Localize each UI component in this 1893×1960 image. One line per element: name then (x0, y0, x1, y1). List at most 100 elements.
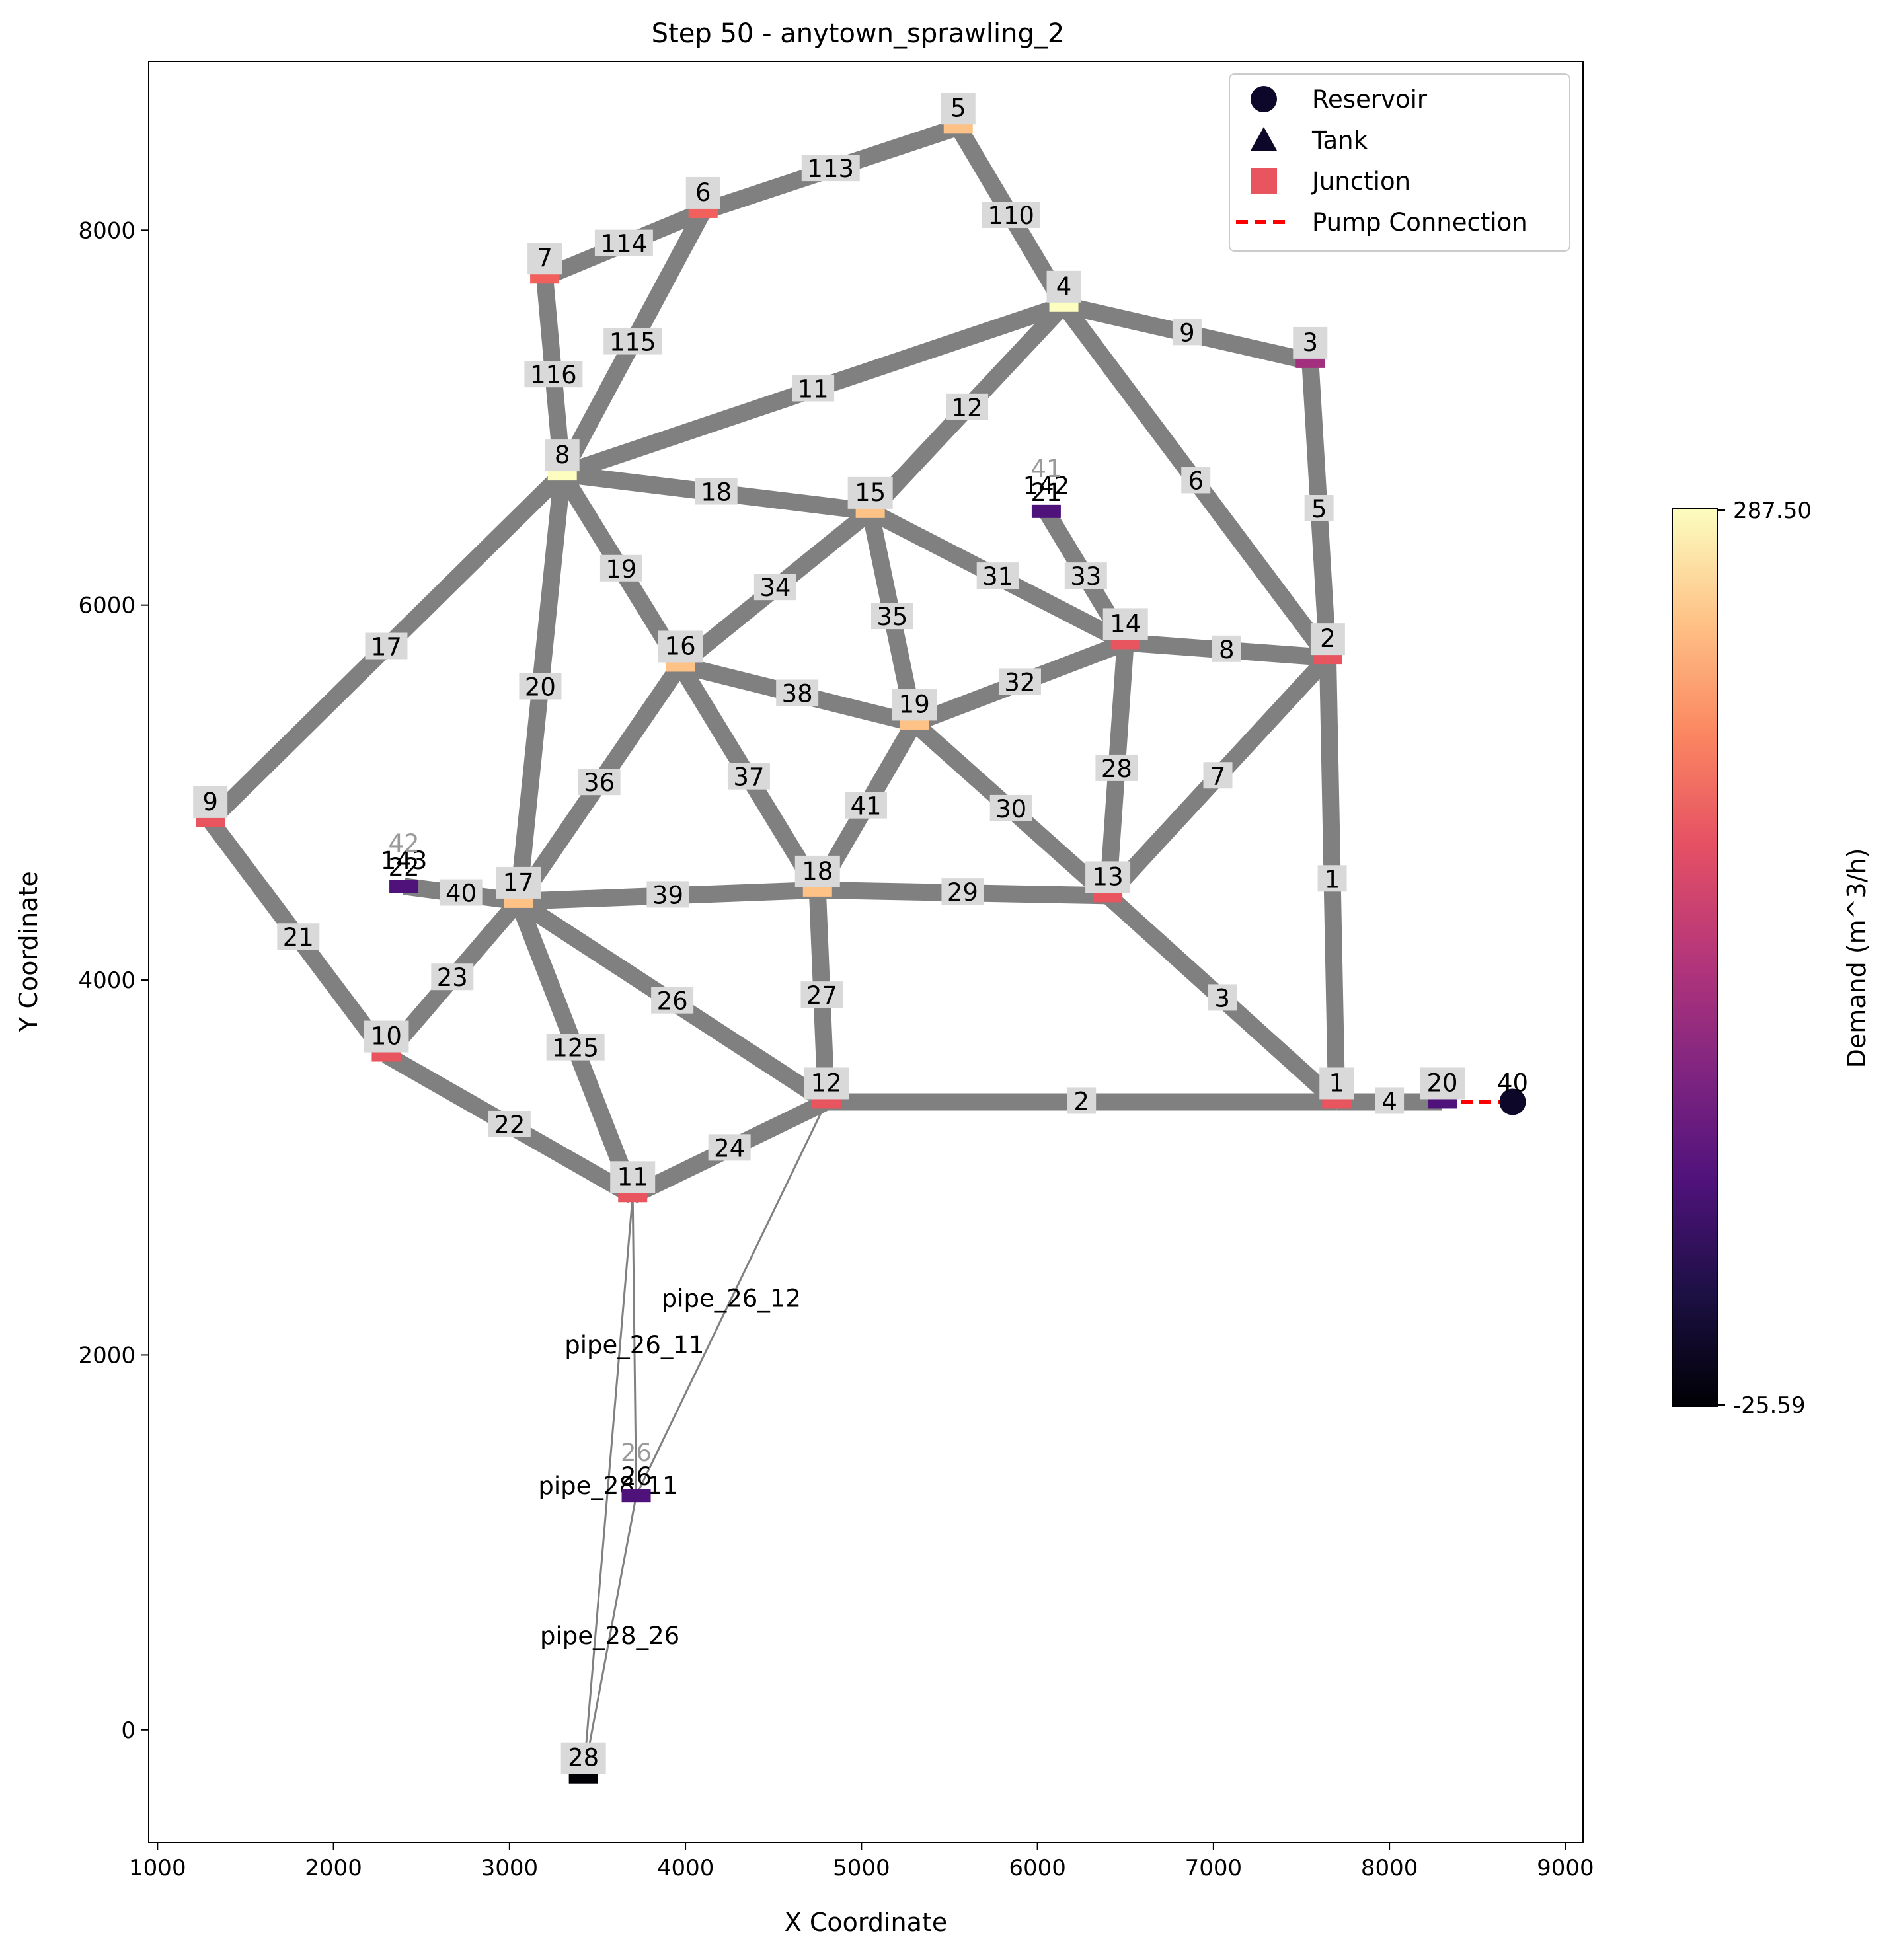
chart-title: Step 50 - anytown_sprawling_2 (652, 19, 1065, 49)
ghost-node-label-41: 41 (1030, 455, 1062, 483)
pipe-label-28: 28 (1101, 755, 1132, 783)
pipe-label-box-21 (277, 923, 320, 950)
node-label-14: 14 (1110, 609, 1141, 638)
node-label-16: 16 (665, 632, 696, 660)
pipe-label-box-30 (989, 794, 1032, 821)
pipe-label-4: 4 (1381, 1087, 1397, 1115)
node-label-6: 6 (695, 178, 711, 207)
node-label-box-18 (794, 855, 840, 887)
pipe-label-36: 36 (584, 769, 615, 797)
pipe-label-21: 21 (283, 923, 314, 952)
legend-tank-icon (1251, 127, 1277, 151)
node-label-box-9 (193, 786, 228, 818)
pipe-label-1: 1 (1325, 865, 1340, 893)
pipe-26-12 (635, 1101, 828, 1496)
node-label-19: 19 (899, 690, 930, 718)
legend-junction-icon (1251, 168, 1277, 194)
node-label-box-3 (1293, 326, 1328, 359)
x-tick-label-2000: 2000 (305, 1855, 362, 1881)
node-label-3: 3 (1303, 328, 1319, 357)
pipe-label-box-9 (1172, 319, 1202, 346)
x-tick-label-9000: 9000 (1537, 1855, 1594, 1881)
pipe-label-box-27 (800, 981, 843, 1008)
pipe-label-24: 24 (714, 1134, 745, 1162)
thin-pipe-label-pipe-28-11: pipe_28_11 (538, 1472, 677, 1500)
pipe-label-box-110 (982, 202, 1040, 229)
x-tick-label-8000: 8000 (1361, 1855, 1418, 1881)
node-label-9: 9 (202, 788, 218, 816)
pipe-label-143: 143 (381, 847, 428, 875)
pipe-label-7: 7 (1210, 762, 1226, 790)
pipe-label-box-1 (1317, 865, 1347, 892)
pipe-label-box-114 (594, 229, 653, 256)
node-label-12: 12 (811, 1069, 842, 1097)
pipe-label-8: 8 (1219, 636, 1235, 664)
legend-label-2: Junction (1311, 167, 1410, 196)
pipe-26-11 (631, 1195, 638, 1496)
pipe-label-box-29 (941, 878, 984, 905)
pipe-label-box-19 (599, 554, 642, 582)
node-label-17: 17 (503, 868, 534, 897)
node-label-box-13 (1085, 861, 1131, 893)
node-label-7: 7 (537, 244, 553, 272)
pipe-label-142: 142 (1023, 472, 1070, 500)
pipe-28-11 (582, 1195, 634, 1777)
node-label-box-16 (658, 630, 703, 663)
pipe-label-box-32 (998, 668, 1041, 695)
pipe-label-box-35 (870, 603, 913, 630)
pipe-label-box-37 (727, 763, 770, 790)
pipe-label-114: 114 (601, 230, 648, 258)
pipe-label-box-23 (431, 963, 474, 991)
pipe-label-box-40 (440, 879, 483, 906)
pipe-label-6: 6 (1188, 467, 1204, 495)
node-label-28: 28 (568, 1744, 599, 1772)
node-label-4: 4 (1056, 272, 1072, 301)
legend-label-3: Pump Connection (1312, 208, 1527, 237)
pipe-label-3: 3 (1214, 984, 1230, 1012)
pipe-label-37: 37 (733, 763, 764, 792)
node-label-20: 20 (1426, 1069, 1457, 1097)
y-tick-label-0: 0 (121, 1717, 135, 1744)
x-tick-label-7000: 7000 (1185, 1855, 1243, 1881)
pipe-label-22: 22 (494, 1111, 525, 1139)
node-label-box-20 (1419, 1067, 1465, 1100)
node-label-box-19 (892, 689, 937, 721)
pipe-label-116: 116 (530, 361, 577, 389)
y-tick-label-8000: 8000 (78, 217, 135, 244)
pipe-label-2: 2 (1073, 1087, 1089, 1115)
node-label-box-6 (685, 176, 720, 209)
node-label-box-17 (496, 866, 541, 899)
pipe-label-box-34 (753, 574, 796, 601)
colorbar-min-label: -25.59 (1733, 1392, 1806, 1419)
pipe-label-18: 18 (701, 478, 732, 506)
pipe-label-box-18 (695, 478, 738, 505)
y-tick-label-4000: 4000 (78, 967, 135, 994)
node-label-box-5 (941, 93, 976, 125)
pipe-label-20: 20 (525, 673, 556, 702)
pipe-label-17: 17 (371, 633, 402, 661)
pipe-label-box-3 (1208, 984, 1237, 1011)
pipe-label-box-5 (1304, 495, 1334, 522)
y-tick-label-2000: 2000 (78, 1342, 135, 1369)
plot-frame (148, 61, 1584, 1843)
pipe-label-box-4 (1375, 1087, 1405, 1114)
pipe-label-125: 125 (552, 1034, 599, 1063)
pipe-label-box-125 (546, 1034, 605, 1061)
pipe-label-box-12 (946, 393, 989, 420)
thin-pipe-label-pipe-26-11: pipe_26_11 (564, 1331, 704, 1359)
pipe-label-box-6 (1181, 467, 1211, 494)
node-label-26: 26 (621, 1462, 652, 1491)
pipe-label-32: 32 (1004, 668, 1035, 697)
pipe-label-33: 33 (1070, 562, 1101, 591)
pipe-label-113: 113 (807, 155, 854, 183)
junction-node-26 (621, 1489, 651, 1503)
junction-node-22 (389, 880, 419, 893)
pipe-label-29: 29 (947, 878, 978, 907)
node-label-40: 40 (1497, 1069, 1528, 1097)
x-tick-label-6000: 6000 (1009, 1855, 1066, 1881)
pipe-label-box-36 (578, 769, 621, 796)
